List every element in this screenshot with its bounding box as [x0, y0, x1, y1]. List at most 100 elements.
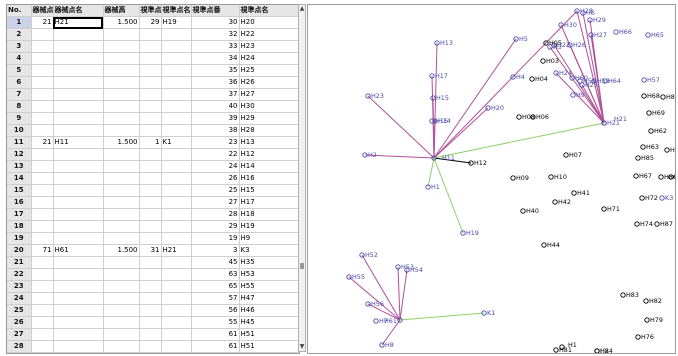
survey-point[interactable]: H65	[645, 31, 664, 39]
table-cell[interactable]	[103, 64, 140, 77]
table-cell[interactable]	[103, 292, 140, 305]
table-cell[interactable]: H13	[239, 136, 299, 149]
table-cell[interactable]	[139, 172, 162, 185]
survey-point[interactable]: H40	[520, 207, 539, 215]
table-cell[interactable]	[103, 160, 140, 173]
table-cell[interactable]	[53, 304, 104, 317]
survey-point[interactable]: H19	[460, 229, 479, 237]
table-cell[interactable]	[31, 352, 54, 353]
survey-point[interactable]: H88	[664, 146, 675, 154]
survey-point[interactable]: H64	[602, 77, 621, 85]
point-marker[interactable]	[559, 344, 565, 350]
point-marker[interactable]	[365, 93, 371, 99]
survey-point[interactable]: H29	[587, 16, 606, 24]
table-cell[interactable]: 36	[191, 76, 240, 89]
table-cell[interactable]: H16	[239, 172, 299, 185]
table-cell[interactable]: 1.500	[103, 244, 140, 257]
table-cell[interactable]	[103, 172, 140, 185]
table-row[interactable]: 22 63 H53	[7, 268, 299, 281]
point-marker[interactable]	[430, 95, 436, 101]
survey-point[interactable]: H28	[574, 7, 593, 15]
table-cell[interactable]: H47	[239, 292, 299, 305]
column-header[interactable]: 器械高	[103, 5, 140, 17]
table-cell[interactable]	[139, 280, 162, 293]
table-cell[interactable]	[53, 268, 104, 281]
point-marker[interactable]	[613, 29, 619, 35]
point-marker[interactable]	[432, 118, 438, 124]
table-cell[interactable]	[103, 76, 140, 89]
survey-point[interactable]: H4	[510, 73, 525, 81]
point-marker[interactable]	[429, 73, 435, 79]
survey-point[interactable]: H79	[644, 316, 663, 324]
survey-point[interactable]: H85	[635, 154, 654, 162]
table-row[interactable]: 12 22 H12	[7, 148, 299, 161]
table-cell[interactable]	[53, 100, 104, 113]
table-cell[interactable]	[53, 196, 104, 209]
table-cell[interactable]: H21	[161, 244, 192, 257]
table-cell[interactable]	[31, 184, 54, 197]
table-cell[interactable]: H14	[239, 160, 299, 173]
table-cell[interactable]: 3	[191, 244, 240, 257]
data-spreadsheet[interactable]: No.器械点名器械点名器械高視準点番視準点名視準点番視準点名 121H211.5…	[6, 4, 300, 354]
table-cell[interactable]	[139, 148, 162, 161]
table-row[interactable]: 10 38 H28	[7, 124, 299, 137]
table-cell[interactable]: 31	[139, 244, 162, 257]
point-marker[interactable]	[641, 77, 647, 83]
table-cell[interactable]	[53, 184, 104, 197]
table-cell[interactable]: 26	[191, 172, 240, 185]
table-cell[interactable]	[139, 268, 162, 281]
survey-point[interactable]: H30	[558, 21, 577, 29]
table-row[interactable]: 2 32 H22	[7, 28, 299, 41]
table-cell[interactable]: 45	[191, 256, 240, 269]
table-cell[interactable]	[139, 124, 162, 137]
table-cell[interactable]	[31, 232, 54, 245]
survey-point[interactable]: H16	[429, 117, 448, 125]
table-cell[interactable]: 29	[139, 16, 162, 29]
table-cell[interactable]	[161, 76, 192, 89]
table-cell[interactable]	[139, 208, 162, 221]
survey-point[interactable]: H04	[529, 75, 548, 83]
survey-point[interactable]: H44	[541, 241, 560, 249]
survey-point[interactable]: H83	[620, 291, 639, 299]
table-cell[interactable]: H29	[239, 112, 299, 125]
table-cell[interactable]: 55	[191, 316, 240, 329]
table-cell[interactable]: H46	[239, 304, 299, 317]
survey-point[interactable]: H27	[588, 31, 607, 39]
point-marker[interactable]	[658, 174, 664, 180]
table-cell[interactable]	[103, 256, 140, 269]
table-cell[interactable]	[161, 280, 192, 293]
survey-network-diagram[interactable]: H11 H21 H61 H13 H23 H15 H16 H17 H14 H12 H20 H19 H09 H…	[307, 4, 676, 354]
table-cell[interactable]: 30	[191, 16, 240, 29]
table-cell[interactable]: 22	[191, 148, 240, 161]
table-cell[interactable]: H15	[239, 184, 299, 197]
table-cell[interactable]	[103, 184, 140, 197]
table-cell[interactable]	[139, 100, 162, 113]
point-marker[interactable]	[543, 40, 549, 46]
point-marker[interactable]	[530, 114, 536, 120]
table-cell[interactable]	[161, 220, 192, 233]
survey-point[interactable]: H58	[591, 77, 610, 85]
survey-point[interactable]: H9	[570, 91, 585, 99]
point-marker[interactable]	[359, 252, 365, 258]
survey-point[interactable]: H25	[579, 81, 598, 89]
table-row[interactable]: 7 37 H27	[7, 88, 299, 101]
table-cell[interactable]: H23	[239, 40, 299, 53]
point-marker[interactable]	[346, 274, 352, 280]
table-cell[interactable]	[31, 52, 54, 65]
point-marker[interactable]	[594, 348, 600, 353]
survey-point[interactable]: H13	[434, 39, 453, 47]
table-cell[interactable]	[139, 160, 162, 173]
table-cell[interactable]	[161, 100, 192, 113]
column-header[interactable]: No.	[7, 5, 32, 17]
table-cell[interactable]: 61	[191, 340, 240, 353]
survey-point[interactable]: H82	[643, 297, 662, 305]
point-marker[interactable]	[553, 347, 559, 353]
survey-point[interactable]: H52	[359, 251, 378, 259]
table-cell[interactable]: H51	[239, 328, 299, 341]
table-cell[interactable]	[31, 196, 54, 209]
table-cell[interactable]: 29	[191, 220, 240, 233]
survey-point[interactable]: H60	[569, 74, 588, 82]
survey-point[interactable]: H53	[395, 263, 414, 271]
point-marker[interactable]	[547, 44, 553, 50]
table-cell[interactable]	[161, 328, 192, 341]
